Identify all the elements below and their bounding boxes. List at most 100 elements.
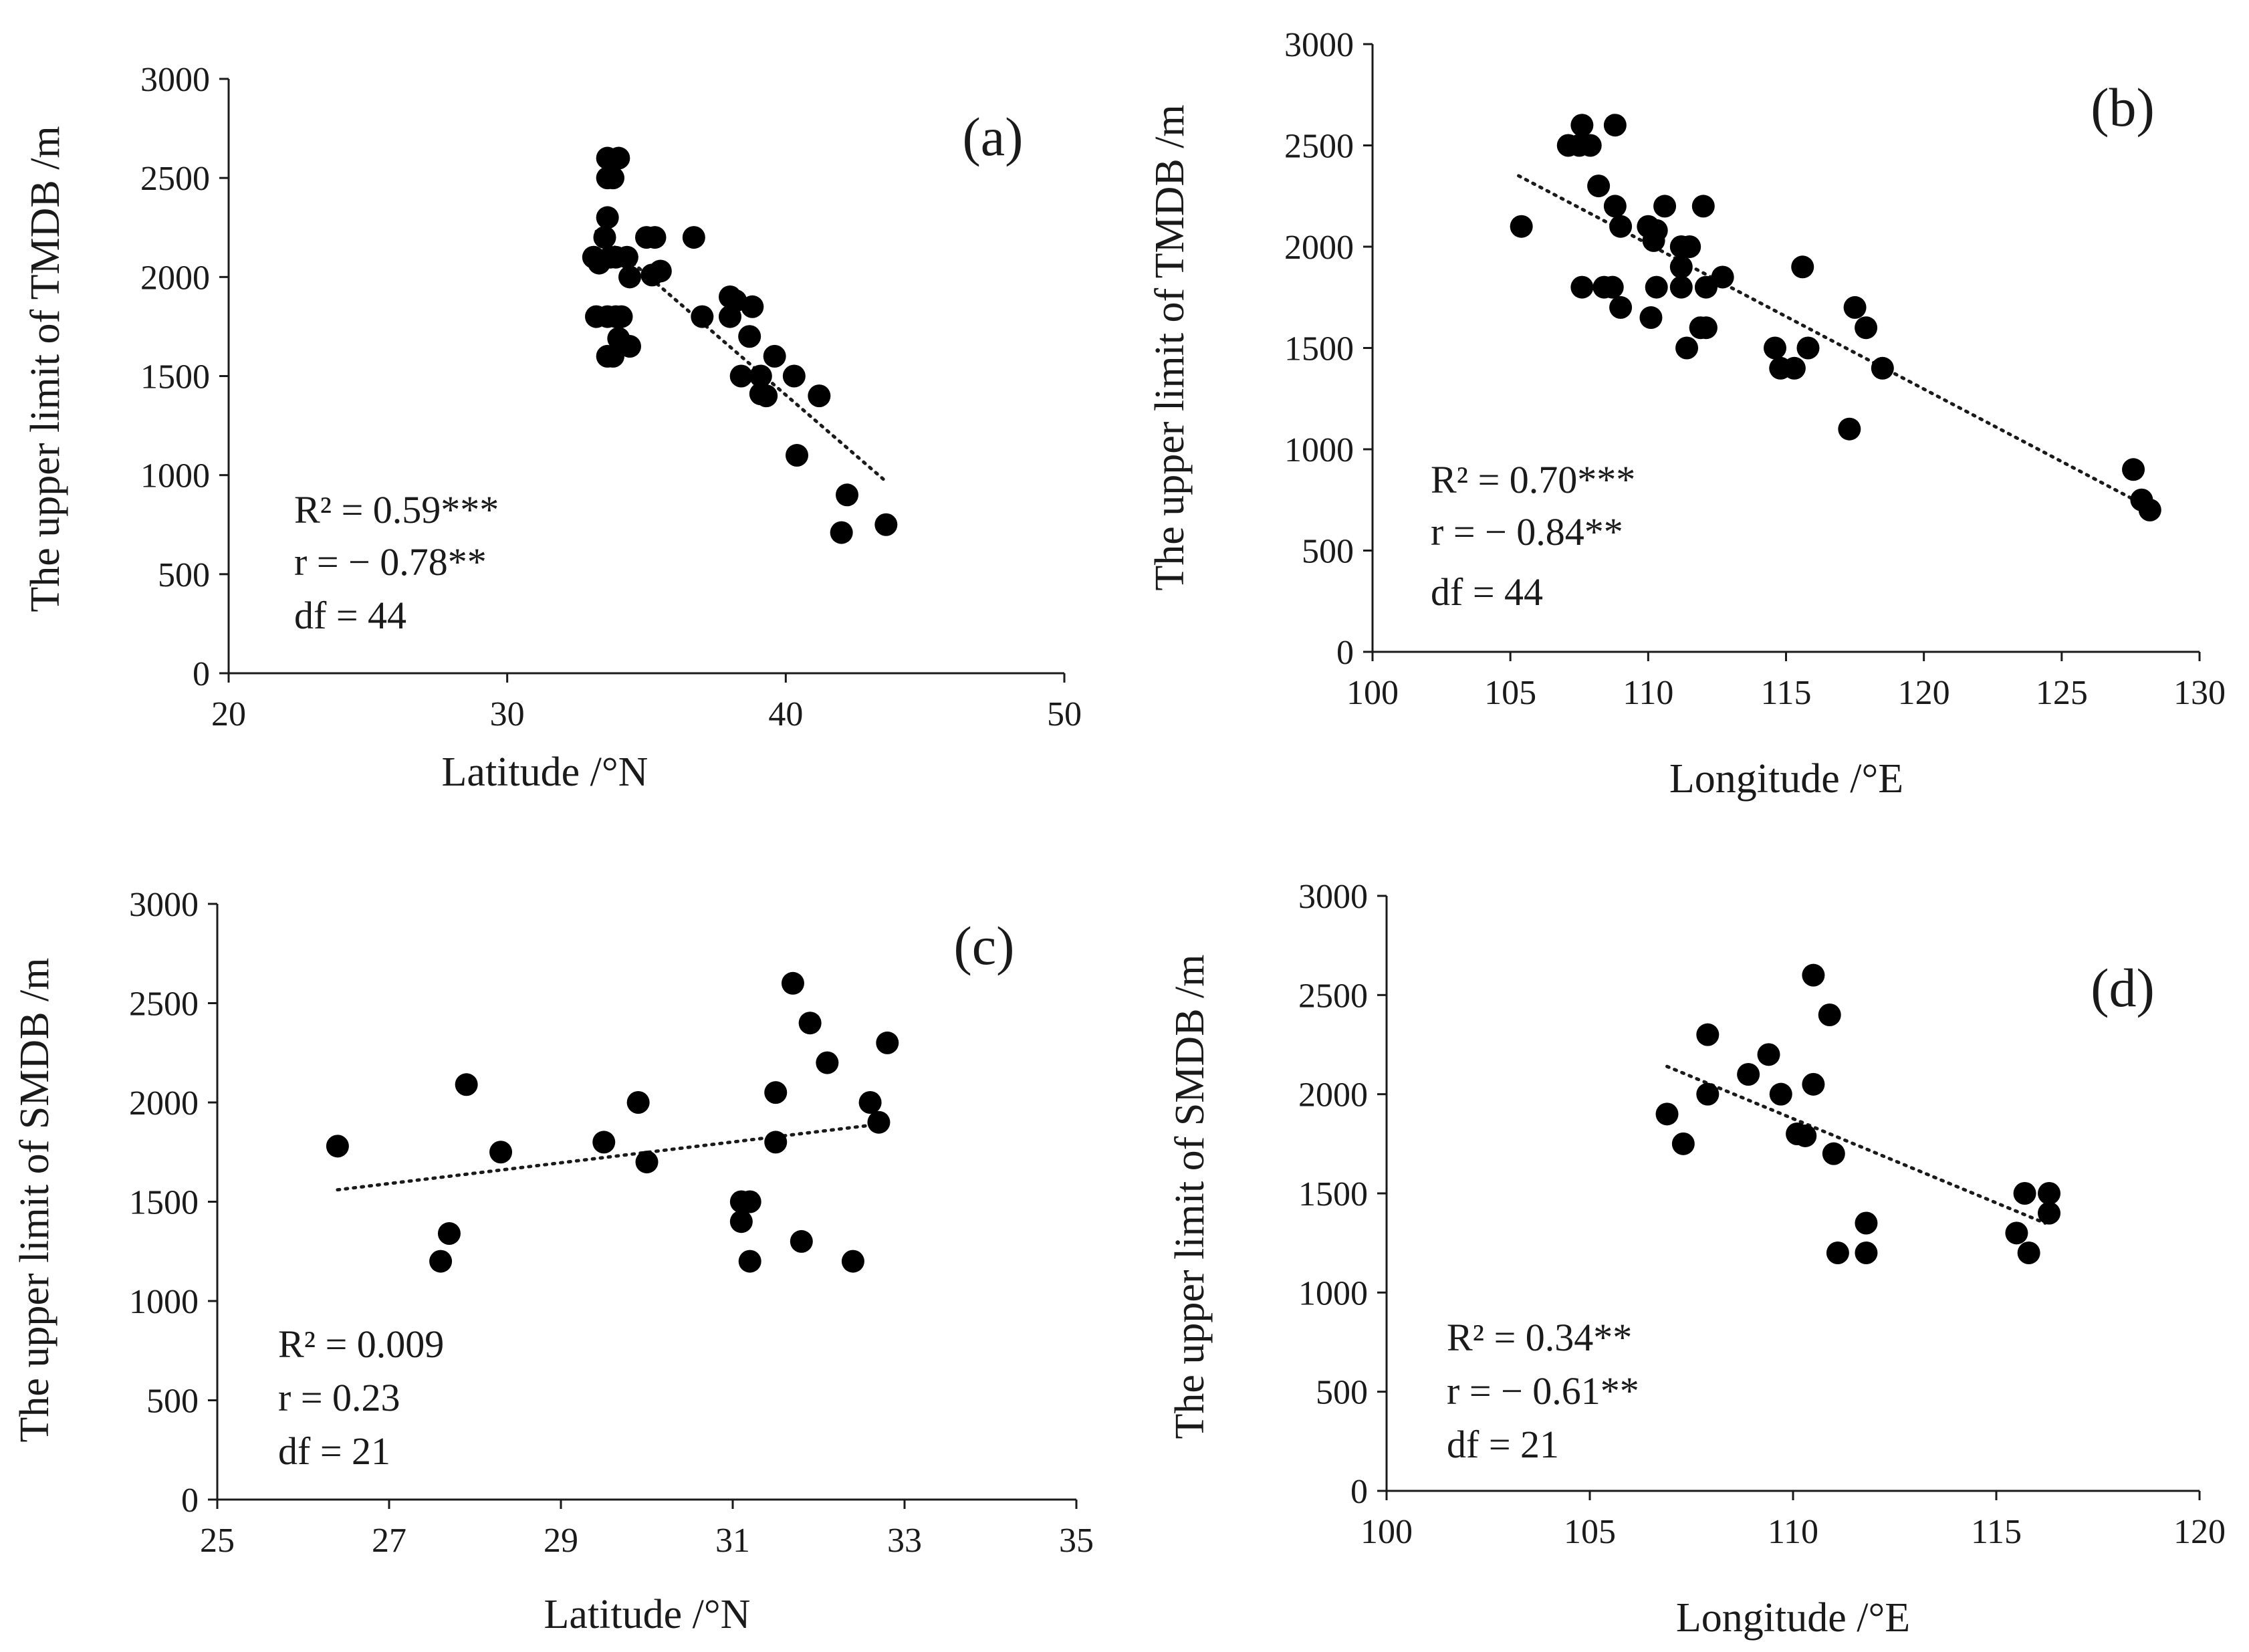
trendline xyxy=(594,229,885,481)
data-point xyxy=(437,1222,461,1246)
data-point xyxy=(763,344,786,368)
x-tick-label: 105 xyxy=(1564,1513,1616,1551)
y-tick-label: 2500 xyxy=(1298,977,1368,1015)
data-point xyxy=(738,1190,761,1213)
data-point xyxy=(764,1081,788,1104)
data-point xyxy=(1603,195,1627,218)
data-point xyxy=(1669,275,1693,299)
data-points xyxy=(326,971,899,1273)
data-point xyxy=(1678,235,1701,258)
panel-c: 0 500 1000 1500 2000 2500 3000 25 27 29 31 33 35 (c… xyxy=(12,886,1094,1637)
data-point xyxy=(2013,1182,2036,1205)
data-point xyxy=(682,226,705,249)
x-tick-labels: 20 30 40 50 xyxy=(211,695,1082,733)
data-point xyxy=(1791,255,1814,279)
data-point xyxy=(1696,1082,1720,1106)
y-axis-title: The upper limit of TMDB /m xyxy=(1147,104,1193,590)
data-point xyxy=(1694,316,1718,340)
y-tick-label: 3000 xyxy=(140,61,210,99)
y-tick-label: 1000 xyxy=(1298,1274,1368,1312)
data-point xyxy=(1802,1072,1825,1096)
trendline xyxy=(336,1123,880,1192)
y-tick-label: 3000 xyxy=(129,886,199,924)
data-point xyxy=(858,1091,882,1114)
y-tick-label: 1000 xyxy=(129,1283,199,1321)
data-point xyxy=(719,305,741,328)
data-point xyxy=(741,295,764,318)
x-tick-labels: 25 27 29 31 33 35 xyxy=(200,1522,1094,1560)
data-point xyxy=(1696,1023,1720,1046)
x-tick-label: 35 xyxy=(1059,1522,1094,1560)
data-point xyxy=(1838,417,1861,441)
data-point xyxy=(1570,275,1594,299)
x-tick-label: 27 xyxy=(372,1522,406,1560)
tick-marks xyxy=(1377,895,2201,1500)
data-point xyxy=(1570,114,1594,137)
x-tick-label: 105 xyxy=(1484,674,1536,712)
data-point xyxy=(1871,356,1894,380)
stat-r-squared: R² = 0.34** xyxy=(1447,1316,1632,1359)
y-tick-label: 2000 xyxy=(129,1084,199,1123)
data-point xyxy=(2122,458,2145,481)
y-tick-label: 2500 xyxy=(140,160,210,198)
data-point xyxy=(2038,1182,2061,1205)
y-tick-label: 3000 xyxy=(1284,26,1354,64)
data-point xyxy=(593,226,616,249)
tick-marks xyxy=(219,78,1066,683)
data-point xyxy=(786,444,808,467)
data-point xyxy=(2038,1201,2061,1225)
data-point xyxy=(2138,498,2161,521)
panel-b: 0 500 1000 1500 2000 2500 3000 100 105 110 115 120… xyxy=(1147,26,2226,802)
x-tick-label: 120 xyxy=(2173,1513,2226,1551)
x-tick-label: 25 xyxy=(200,1522,235,1560)
data-point xyxy=(618,335,641,358)
data-point xyxy=(1587,174,1611,198)
data-point xyxy=(816,1051,839,1074)
y-tick-label: 500 xyxy=(1316,1374,1368,1412)
panel-label: (b) xyxy=(2091,77,2155,138)
panel-label: (d) xyxy=(2091,957,2155,1018)
y-tick-labels: 0 500 1000 1500 2000 2500 3000 xyxy=(140,61,210,693)
data-point xyxy=(1609,215,1633,238)
data-point xyxy=(1694,275,1718,299)
y-tick-label: 500 xyxy=(146,1383,199,1421)
y-axis-title: The upper limit of SMDB /m xyxy=(1167,954,1213,1439)
data-point xyxy=(867,1110,891,1134)
data-point xyxy=(1578,134,1602,157)
x-axis-title: Longitude /°E xyxy=(1676,1595,1910,1641)
y-tick-label: 1500 xyxy=(1284,330,1354,368)
panel-d: 0 500 1000 1500 2000 2500 3000 100 105 110 115 120… xyxy=(1167,878,2226,1641)
y-axis-title: The upper limit of SMDB /m xyxy=(12,957,57,1442)
x-tick-labels: 100 105 110 115 120 125 130 xyxy=(1346,674,2226,712)
data-point xyxy=(626,1091,650,1114)
data-point xyxy=(738,325,761,348)
data-point xyxy=(738,1250,761,1273)
stat-r: r = − 0.84** xyxy=(1431,510,1623,554)
data-point xyxy=(764,1131,788,1154)
data-point xyxy=(1802,963,1825,987)
y-axis-title: The upper limit of TMDB /m xyxy=(23,126,68,612)
data-point xyxy=(1510,215,1533,238)
stat-df: df = 44 xyxy=(294,594,406,637)
data-point xyxy=(1675,336,1699,360)
x-tick-label: 125 xyxy=(2036,674,2088,712)
y-tick-label: 2000 xyxy=(140,259,210,297)
data-point xyxy=(1769,1082,1792,1106)
data-point xyxy=(1822,1142,1845,1165)
data-point xyxy=(615,245,638,269)
stat-df: df = 21 xyxy=(1447,1423,1559,1466)
data-point xyxy=(635,1151,659,1174)
y-tick-label: 1500 xyxy=(1298,1175,1368,1213)
data-point xyxy=(874,513,898,536)
x-tick-label: 31 xyxy=(715,1522,750,1560)
data-point xyxy=(455,1073,478,1096)
y-tick-label: 1000 xyxy=(1284,431,1354,469)
y-tick-label: 500 xyxy=(158,556,210,594)
y-tick-labels: 0 500 1000 1500 2000 2500 3000 xyxy=(1284,26,1354,672)
data-point xyxy=(1601,275,1624,299)
data-point xyxy=(1826,1242,1849,1264)
x-tick-label: 100 xyxy=(1360,1513,1413,1551)
data-point xyxy=(691,305,714,328)
y-tick-label: 0 xyxy=(1336,634,1354,672)
